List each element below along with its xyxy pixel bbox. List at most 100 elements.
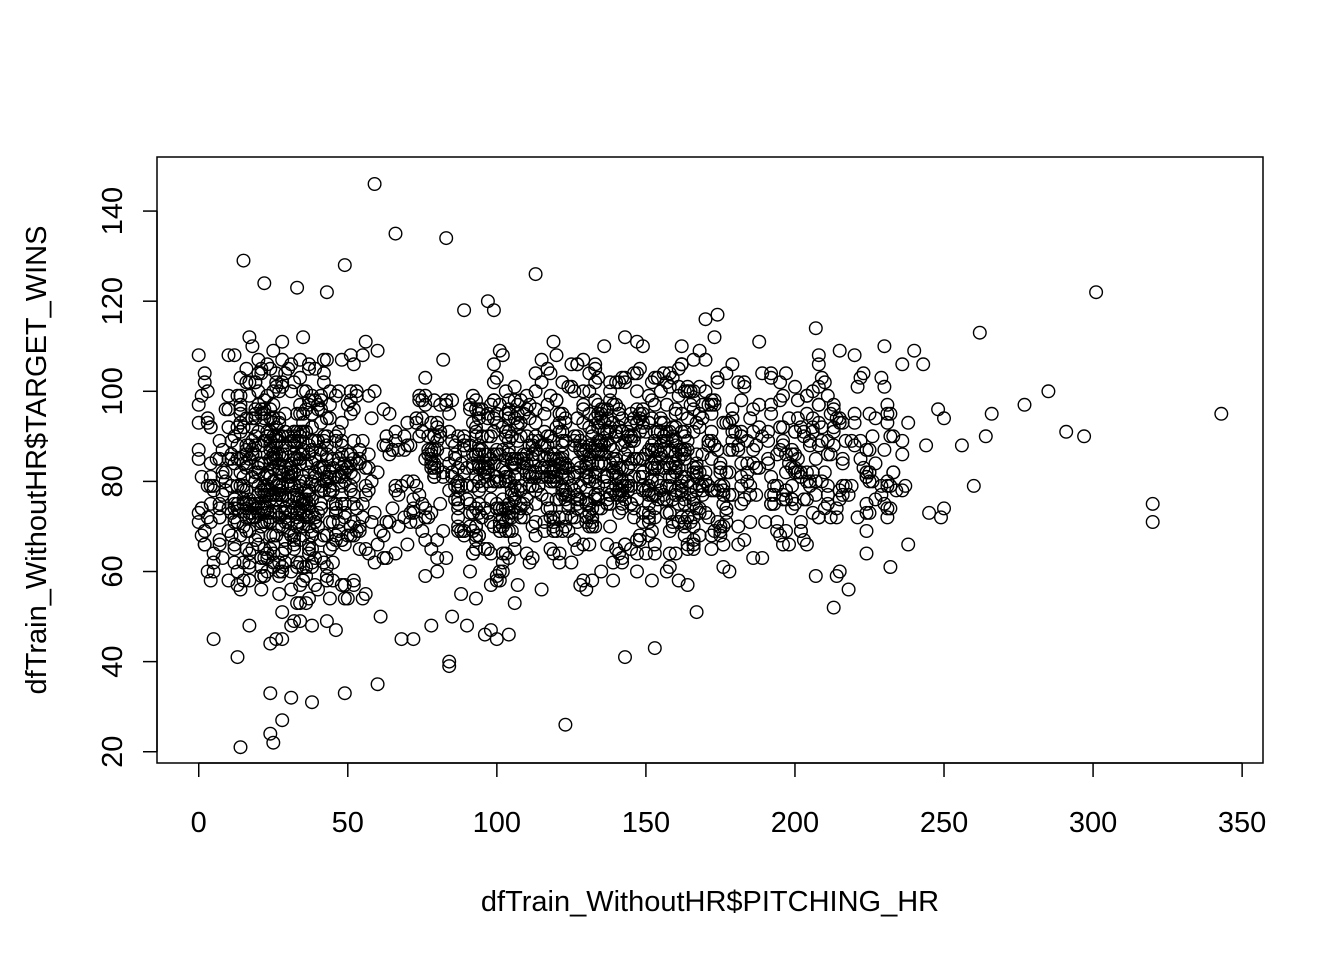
data-point [316,366,331,381]
data-point [275,451,290,466]
data-point [445,609,460,624]
data-point [612,505,627,520]
data-point [483,515,498,530]
data-point [260,357,275,372]
data-point [343,519,358,534]
data-point [242,438,257,453]
data-point [808,487,823,502]
data-point [275,632,290,647]
data-point [331,384,346,399]
data-point [355,496,370,511]
data-point [421,447,436,462]
data-point [764,370,779,385]
data-point [242,555,257,570]
data-point [203,469,218,484]
data-point [630,546,645,561]
data-point [731,519,746,534]
data-point [761,451,776,466]
data-point [776,420,791,435]
data-point [737,492,752,507]
data-point [704,424,719,439]
data-point [415,411,430,426]
data-point [275,334,290,349]
data-point [284,582,299,597]
data-point [197,375,212,390]
data-point [972,325,987,340]
data-point [293,578,308,593]
data-point [537,406,552,421]
data-point [695,478,710,493]
data-point [716,496,731,511]
data-point [635,505,650,520]
data-point [239,542,254,557]
data-point [1059,424,1074,439]
data-point [588,393,603,408]
data-point [263,726,278,741]
data-point [811,397,826,412]
data-point [442,406,457,421]
data-point [615,555,630,570]
data-point [448,478,463,493]
data-point [424,618,439,633]
data-point [579,483,594,498]
data-point [239,361,254,376]
data-point [463,402,478,417]
data-point [451,501,466,516]
data-point [588,357,603,372]
data-point [486,393,501,408]
data-point [835,478,850,493]
data-point [328,623,343,638]
data-point [710,370,725,385]
data-point [442,424,457,439]
data-point [492,524,507,539]
data-point [805,384,820,399]
data-point [272,433,287,448]
data-point [594,411,609,426]
data-point [361,546,376,561]
data-point [489,632,504,647]
data-point [269,632,284,647]
data-point [337,258,352,273]
data-point [764,496,779,511]
data-point [597,447,612,462]
data-point [495,348,510,363]
data-point [862,442,877,457]
data-point [624,496,639,511]
data-point [576,442,591,457]
data-point [701,438,716,453]
data-point [492,515,507,530]
data-point [477,542,492,557]
data-point [668,546,683,561]
data-point [832,492,847,507]
data-point [191,348,206,363]
data-point [698,505,713,520]
data-point [191,505,206,520]
data-point [474,478,489,493]
data-point [433,496,448,511]
data-point [525,519,540,534]
data-point [731,375,746,390]
data-point [367,505,382,520]
data-point [269,375,284,390]
data-point [799,465,814,480]
data-point [242,524,257,539]
data-point [862,474,877,489]
data-point [799,537,814,552]
data-point [469,420,484,435]
data-point [653,384,668,399]
data-point [305,528,320,543]
data-point [612,546,627,561]
data-point [221,388,236,403]
data-point [782,411,797,426]
data-point [662,560,677,575]
data-point [790,465,805,480]
data-point [770,515,785,530]
y-tick-label: 140 [97,187,129,235]
data-point [275,713,290,728]
data-point [501,411,516,426]
data-point [641,388,656,403]
y-tick-label: 80 [97,465,129,497]
data-point [531,447,546,462]
data-point [311,505,326,520]
data-point [662,366,677,381]
